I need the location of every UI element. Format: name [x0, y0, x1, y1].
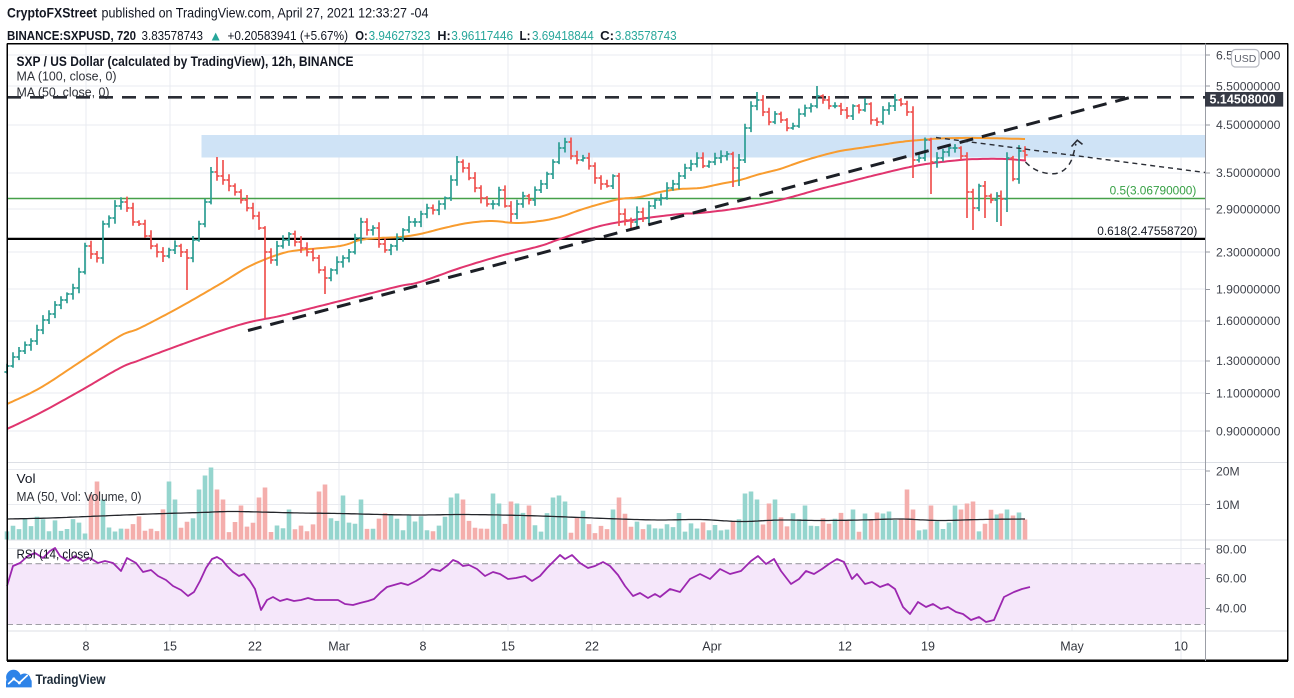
svg-text:L:: L: [520, 28, 531, 43]
svg-text:10: 10 [1174, 640, 1188, 654]
svg-text:MA (50, Vol: Volume, 0): MA (50, Vol: Volume, 0) [17, 489, 142, 504]
svg-text:3.83578743: 3.83578743 [142, 28, 204, 43]
svg-text:1.10000000: 1.10000000 [1216, 387, 1281, 401]
svg-text:12: 12 [838, 640, 852, 654]
svg-text:1.60000000: 1.60000000 [1216, 314, 1281, 328]
svg-text:22: 22 [248, 640, 262, 654]
svg-text:O:: O: [355, 28, 368, 43]
svg-text:USD: USD [1234, 53, 1257, 65]
svg-text:RSI (14, close): RSI (14, close) [17, 547, 94, 562]
svg-text:5.14508000: 5.14508000 [1210, 93, 1276, 107]
svg-text:2.90000000: 2.90000000 [1216, 202, 1281, 216]
svg-text:+0.20583941 (+5.67%): +0.20583941 (+5.67%) [228, 28, 349, 43]
svg-text:TradingView: TradingView [36, 672, 107, 687]
svg-text:▲: ▲ [209, 29, 222, 44]
svg-text:20M: 20M [1216, 464, 1240, 478]
svg-text:2.30000000: 2.30000000 [1216, 245, 1281, 259]
svg-text:3.50000000: 3.50000000 [1216, 166, 1281, 180]
svg-text:4.50000000: 4.50000000 [1216, 118, 1281, 132]
svg-text:C:: C: [600, 28, 614, 43]
svg-text:BINANCE:SXPUSD, 720: BINANCE:SXPUSD, 720 [7, 28, 136, 43]
svg-text:60.00: 60.00 [1216, 572, 1247, 586]
svg-text:1.30000000: 1.30000000 [1216, 354, 1281, 368]
svg-text:15: 15 [163, 640, 177, 654]
svg-text:3.96117446: 3.96117446 [451, 28, 513, 43]
svg-text:MA (100, close, 0): MA (100, close, 0) [17, 69, 117, 84]
svg-text:19: 19 [921, 640, 935, 654]
svg-text:0.618(2.47558720): 0.618(2.47558720) [1097, 224, 1197, 238]
svg-text:22: 22 [585, 640, 599, 654]
svg-text:3.69418844: 3.69418844 [532, 28, 594, 43]
svg-text:10M: 10M [1216, 498, 1240, 512]
svg-text:8: 8 [83, 640, 90, 654]
svg-text:Vol: Vol [17, 471, 36, 486]
svg-text:8: 8 [420, 640, 427, 654]
svg-text:0.90000000: 0.90000000 [1216, 425, 1281, 439]
svg-text:0.5(3.06790000): 0.5(3.06790000) [1110, 184, 1197, 198]
svg-text:40.00: 40.00 [1216, 602, 1247, 616]
svg-text:CryptoFXStreet: CryptoFXStreet [7, 5, 97, 21]
svg-text:published on TradingView.com,: published on TradingView.com, April 27, … [102, 5, 429, 21]
svg-text:Mar: Mar [328, 640, 350, 654]
svg-text:3.83578743: 3.83578743 [615, 28, 677, 43]
svg-text:15: 15 [501, 640, 515, 654]
svg-text:SXP / US Dollar (calculated by: SXP / US Dollar (calculated by TradingVi… [17, 54, 354, 69]
svg-text:MA (50, close, 0): MA (50, close, 0) [17, 85, 110, 100]
svg-text:H:: H: [437, 28, 450, 43]
svg-text:May: May [1060, 640, 1084, 654]
svg-text:5.50000000: 5.50000000 [1216, 79, 1281, 93]
svg-text:1.90000000: 1.90000000 [1216, 283, 1281, 297]
svg-text:80.00: 80.00 [1216, 542, 1247, 556]
svg-text:Apr: Apr [702, 640, 721, 654]
svg-text:3.94627323: 3.94627323 [369, 28, 431, 43]
